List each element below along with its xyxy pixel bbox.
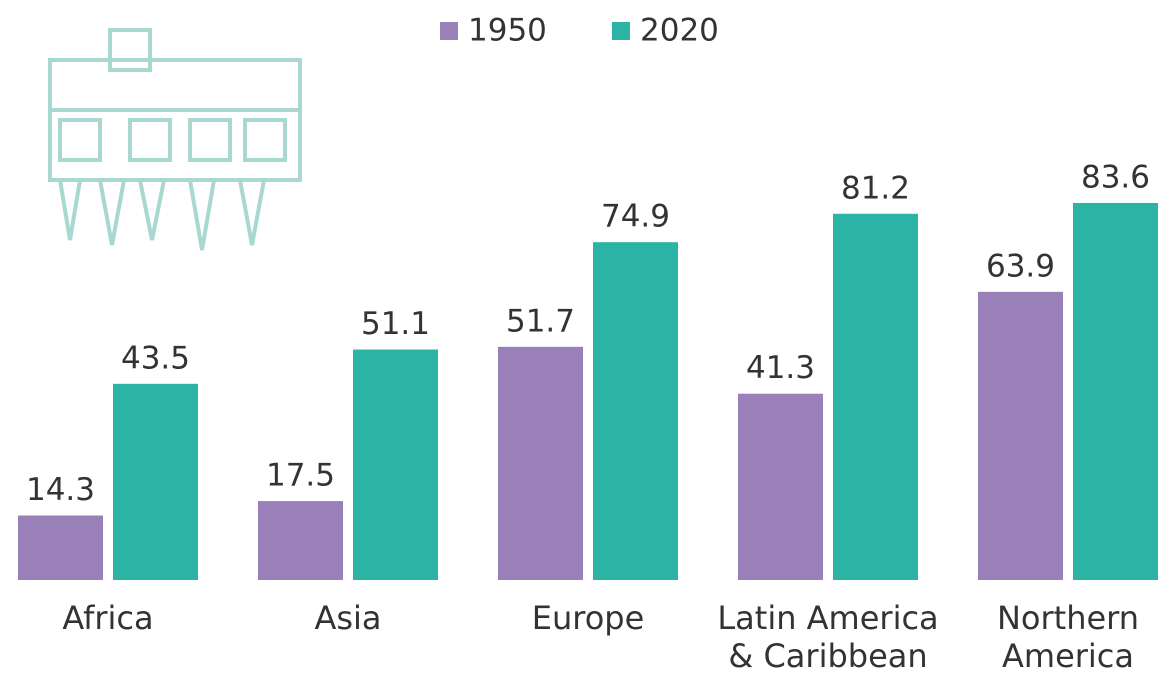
value-label: 51.7 bbox=[506, 303, 575, 339]
legend-label: 2020 bbox=[640, 13, 719, 49]
value-label: 83.6 bbox=[1081, 159, 1150, 195]
bar bbox=[978, 292, 1063, 580]
category-label: Africa bbox=[62, 599, 153, 637]
value-label: 17.5 bbox=[266, 458, 335, 494]
category-label: Latin America& Caribbean bbox=[717, 599, 938, 675]
value-label: 14.3 bbox=[26, 472, 95, 508]
bar bbox=[353, 350, 438, 580]
bar bbox=[18, 516, 103, 580]
value-label: 81.2 bbox=[841, 170, 910, 206]
chart: 1950 2020 14.3 43.5 Africa 17.5 51.1 Asia 51.7 74… bbox=[0, 0, 1173, 677]
bar bbox=[113, 384, 198, 580]
legend-swatch bbox=[440, 22, 458, 40]
bar bbox=[833, 214, 918, 580]
legend-label: 1950 bbox=[468, 13, 547, 49]
value-label: 51.1 bbox=[361, 306, 430, 342]
value-label: 63.9 bbox=[986, 248, 1055, 284]
bar bbox=[498, 347, 583, 580]
category-label: Asia bbox=[314, 599, 381, 637]
value-label: 74.9 bbox=[601, 199, 670, 235]
bar bbox=[593, 242, 678, 580]
legend-swatch bbox=[612, 22, 630, 40]
value-label: 41.3 bbox=[746, 350, 815, 386]
value-label: 43.5 bbox=[121, 340, 190, 376]
page: {"chart_data": {"type": "bar", "categori… bbox=[0, 0, 1173, 677]
bar bbox=[258, 501, 343, 580]
bar bbox=[1073, 203, 1158, 580]
bar bbox=[738, 394, 823, 580]
category-label: Europe bbox=[532, 599, 645, 637]
building-icon bbox=[50, 30, 300, 250]
